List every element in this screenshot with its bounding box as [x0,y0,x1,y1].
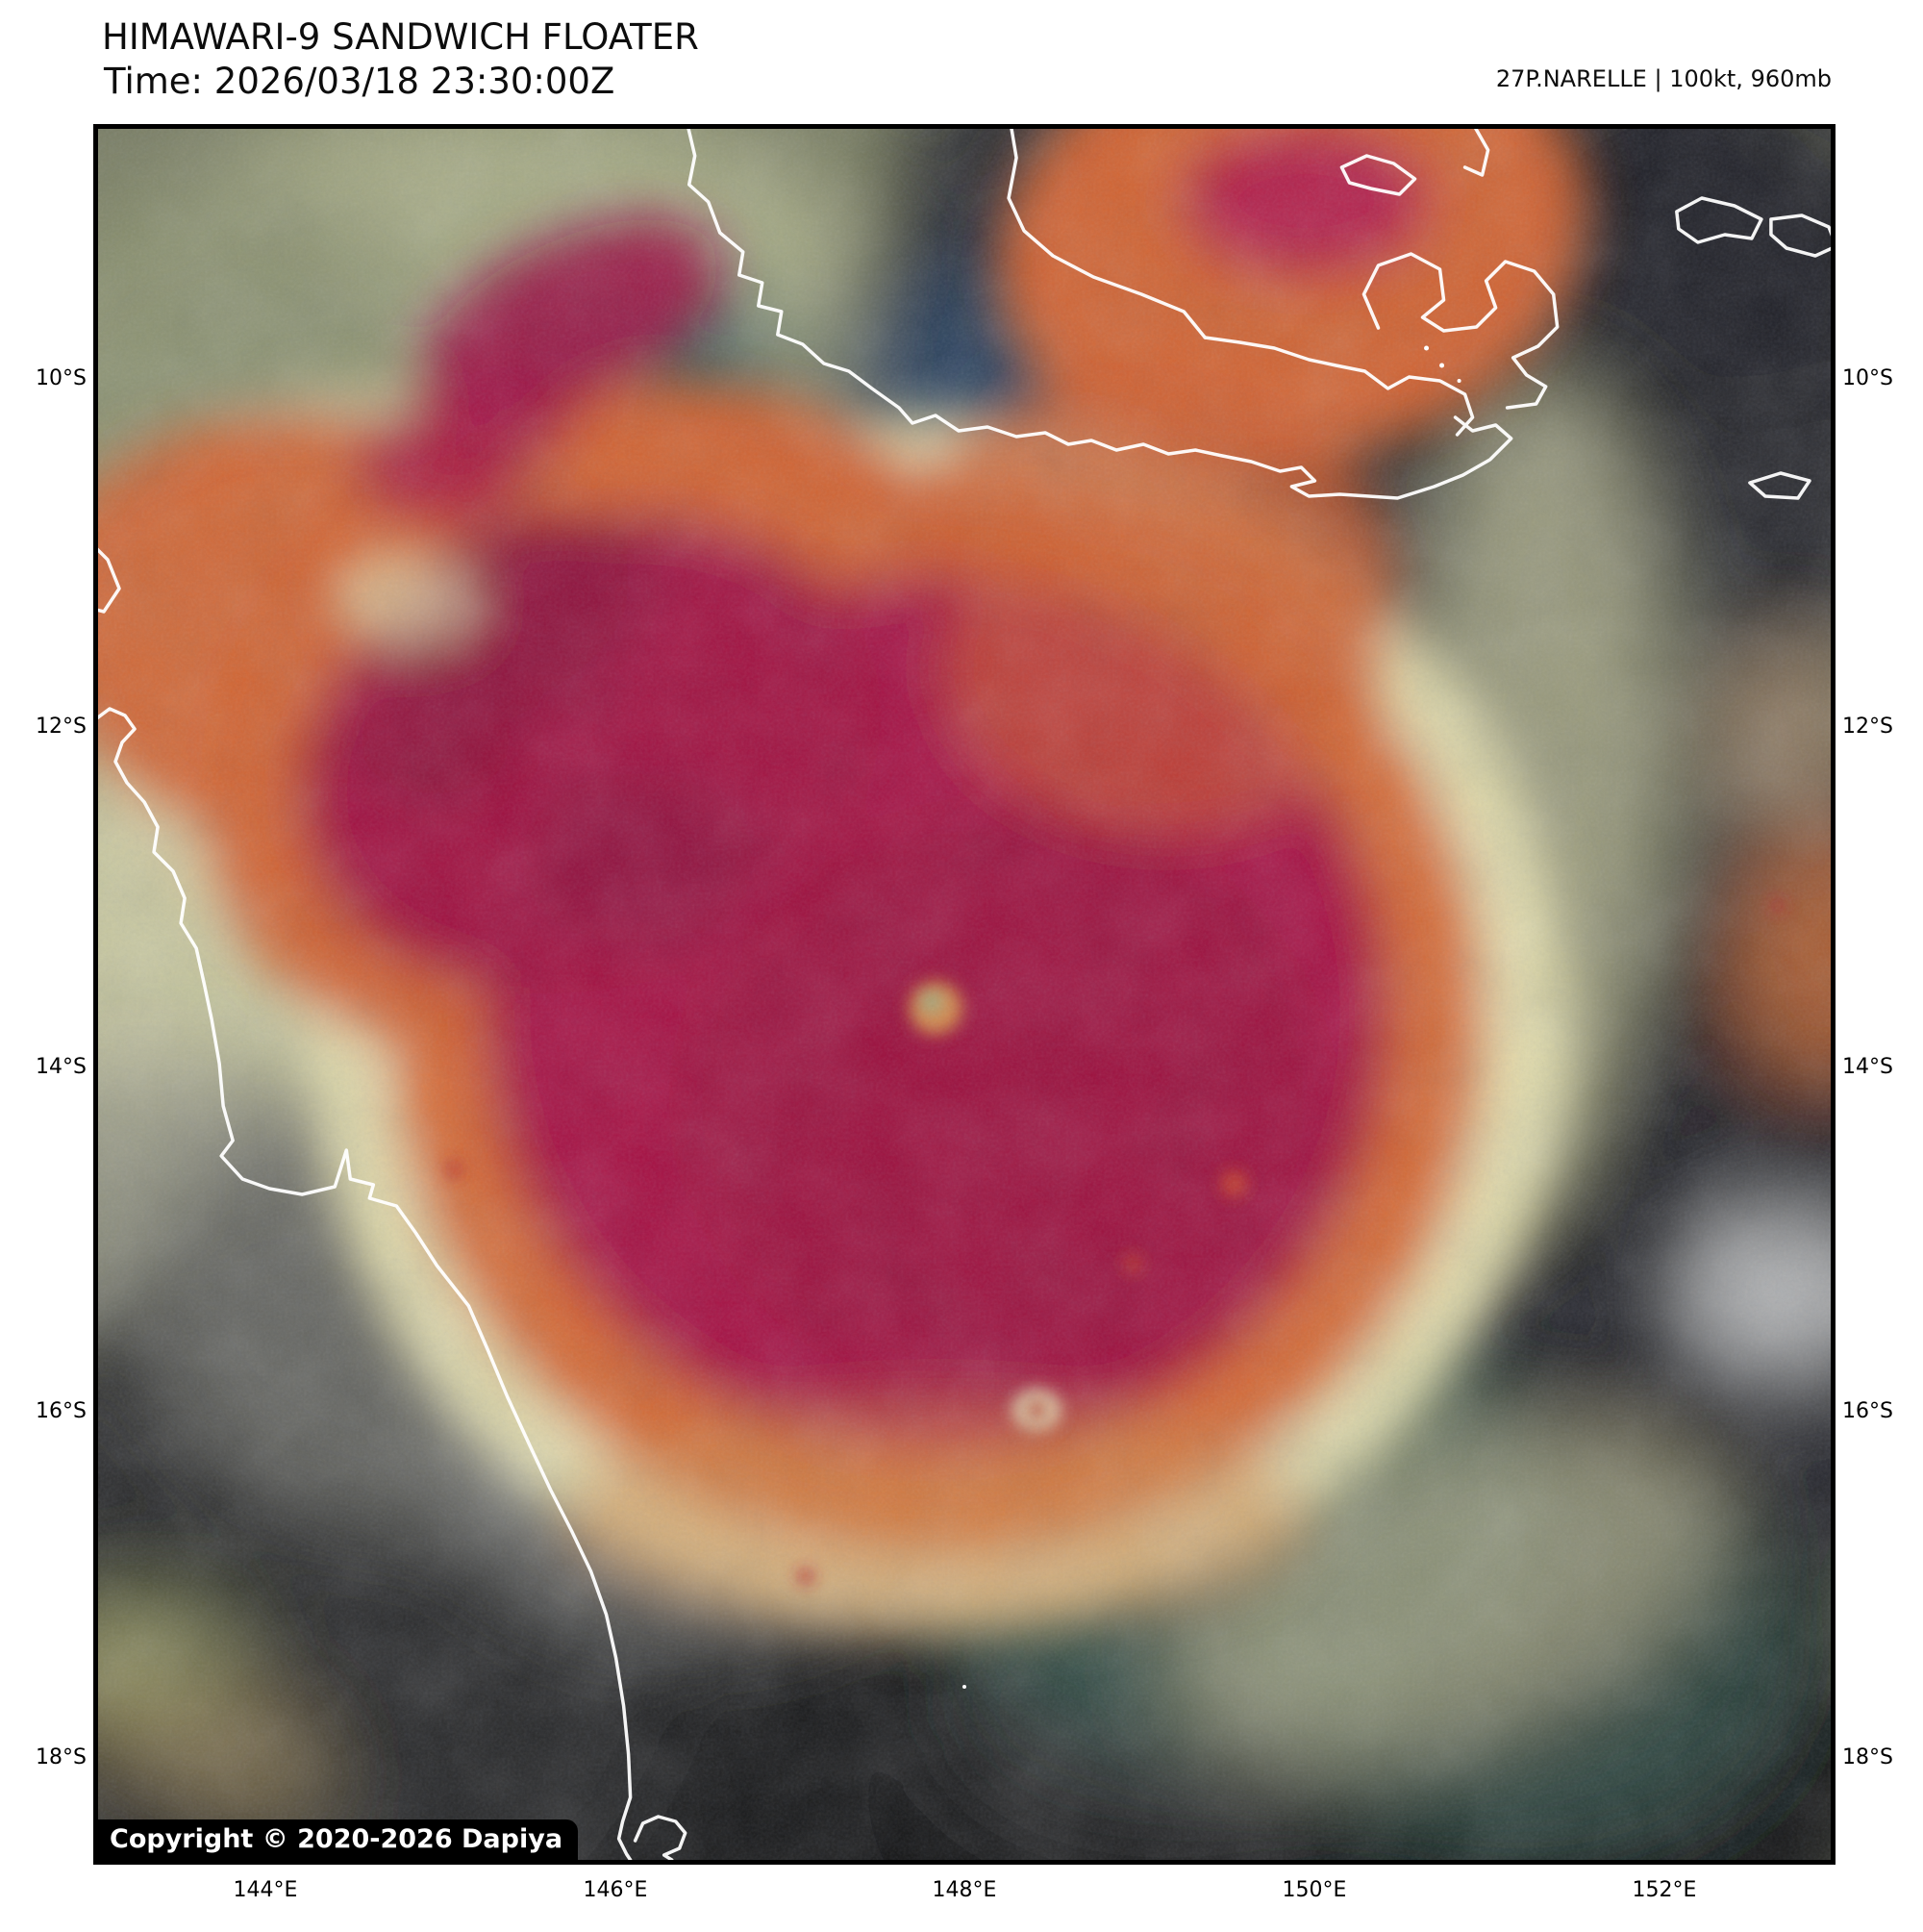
coastline-island-east [1748,471,1811,500]
lat-tick-label: 18°S [36,1745,87,1769]
lat-tick-label: 10°S [36,366,87,390]
lat-tick-label: 14°S [36,1055,87,1079]
satellite-imagery [98,129,1831,1860]
satellite-map-panel [93,124,1836,1865]
lon-tick-label: 146°E [583,1878,648,1902]
coastline-png-peninsula-loops [1361,252,1560,410]
coastline-islands-northwest [1339,154,1417,196]
lat-tick-label: 12°S [36,715,87,739]
copyright-badge: Copyright © 2020-2026 Dapiya [98,1819,579,1860]
coastline-islands-northeast [1675,196,1831,258]
coastline-png-south [687,129,1513,500]
lon-tick-label: 144°E [233,1878,298,1902]
lat-tick-label: 14°S [1842,1055,1893,1079]
lon-tick-label: 152°E [1632,1878,1697,1902]
lat-tick-label: 18°S [1842,1745,1893,1769]
lon-tick-label: 150°E [1282,1878,1347,1902]
lon-tick-label: 148°E [932,1878,997,1902]
page-title: HIMAWARI-9 SANDWICH FLOATER [102,16,699,58]
lat-tick-label: 16°S [36,1399,87,1423]
coastline-new-britain-tip [1462,129,1490,177]
coastline-queensland [98,707,633,1860]
small-island-dots [962,345,1461,1689]
lat-tick-label: 12°S [1842,715,1893,739]
coastline-png-peninsula [1203,336,1475,437]
lat-tick-label: 16°S [1842,1399,1893,1423]
cloud-texture-speckle [98,129,1831,1860]
coastline-fragment-west [98,547,121,614]
timestamp-label: Time: 2026/03/18 23:30:00Z [104,61,615,102]
storm-annotation: 27P.NARELLE | 100kt, 960mb [1495,65,1832,92]
coastline-island-hinchinbrook [633,1815,687,1860]
lat-tick-label: 10°S [1842,366,1893,390]
coastline-png-north [1007,129,1208,339]
